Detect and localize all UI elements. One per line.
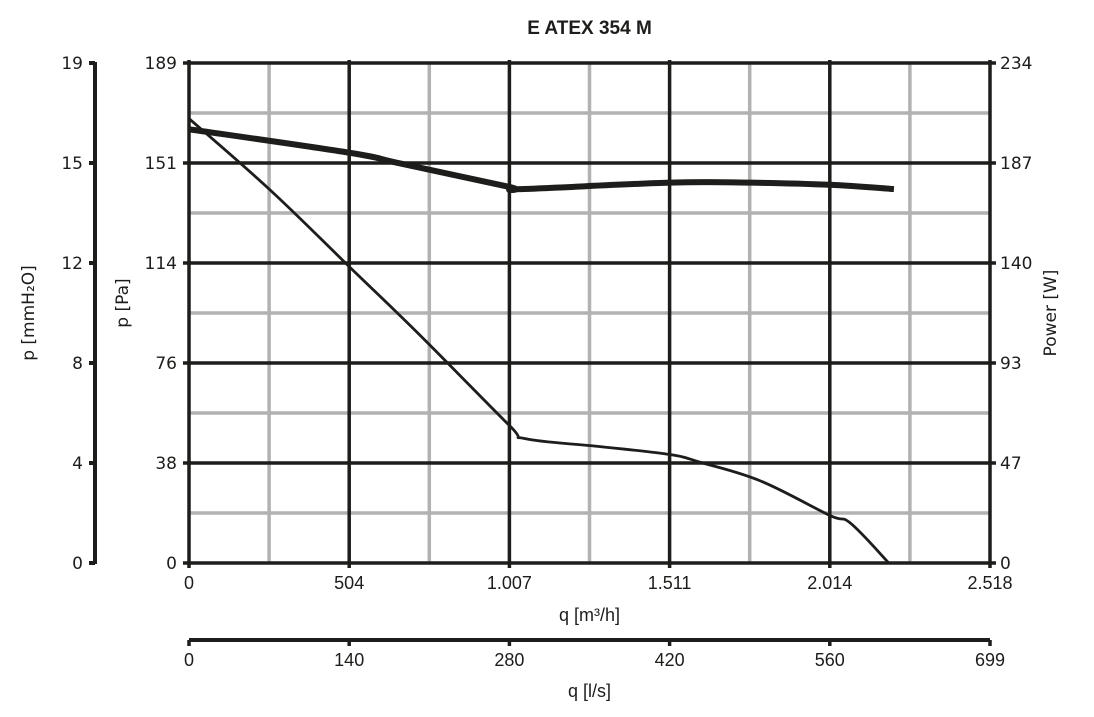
mmh2o-tick-label: 4 bbox=[72, 454, 83, 474]
x-secondary-axis-title: q [l/s] bbox=[568, 681, 611, 701]
q-m3h-tick-label: 2.518 bbox=[967, 573, 1012, 593]
q-ls-tick-label: 280 bbox=[494, 650, 524, 670]
q-ls-tick-label: 140 bbox=[334, 650, 364, 670]
y-power-axis-title: Power [W] bbox=[1041, 270, 1061, 357]
q-m3h-tick-label: 1.007 bbox=[487, 573, 532, 593]
mmh2o-tick-label: 15 bbox=[61, 154, 83, 174]
power-curve bbox=[188, 126, 895, 194]
q-ls-tick-label: 420 bbox=[655, 650, 685, 670]
major-grid bbox=[183, 60, 996, 568]
q-m3h-tick-label: 2.014 bbox=[807, 573, 852, 593]
curves bbox=[188, 117, 895, 564]
power-tick-label: 93 bbox=[1000, 354, 1022, 374]
q-m3h-tick-label: 0 bbox=[184, 573, 194, 593]
power-tick-label: 187 bbox=[1000, 154, 1032, 174]
x-axis-title: q [m³/h] bbox=[559, 605, 620, 625]
q-ls-tick-label: 699 bbox=[975, 650, 1005, 670]
axes bbox=[89, 61, 992, 646]
pa-tick-label: 114 bbox=[145, 254, 177, 274]
q-m3h-tick-label: 1.511 bbox=[648, 573, 692, 593]
q-m3h-tick-label: 504 bbox=[334, 573, 364, 593]
q-ls-tick-label: 0 bbox=[184, 650, 194, 670]
y-mmh2o-axis-title: p [mmH₂O] bbox=[19, 265, 39, 361]
y-pa-axis-title: p [Pa] bbox=[113, 278, 133, 327]
minor-grid bbox=[189, 63, 990, 563]
power-tick-label: 140 bbox=[1000, 254, 1032, 274]
pa-tick-label: 151 bbox=[145, 154, 177, 174]
pa-tick-label: 76 bbox=[155, 354, 177, 374]
q-ls-tick-label: 560 bbox=[815, 650, 845, 670]
mmh2o-tick-label: 0 bbox=[72, 554, 83, 574]
mmh2o-tick-label: 19 bbox=[61, 54, 83, 74]
power-tick-label: 47 bbox=[1000, 454, 1022, 474]
pa-tick-label: 38 bbox=[155, 454, 177, 474]
pressure-curve bbox=[188, 117, 890, 564]
power-tick-label: 0 bbox=[1000, 554, 1011, 574]
pa-tick-label: 0 bbox=[166, 554, 177, 574]
chart-title: E ATEX 354 M bbox=[527, 18, 652, 39]
mmh2o-tick-label: 12 bbox=[61, 254, 83, 274]
mmh2o-tick-label: 8 bbox=[72, 354, 83, 374]
pa-tick-label: 189 bbox=[145, 54, 177, 74]
power-tick-label: 234 bbox=[1000, 54, 1032, 74]
